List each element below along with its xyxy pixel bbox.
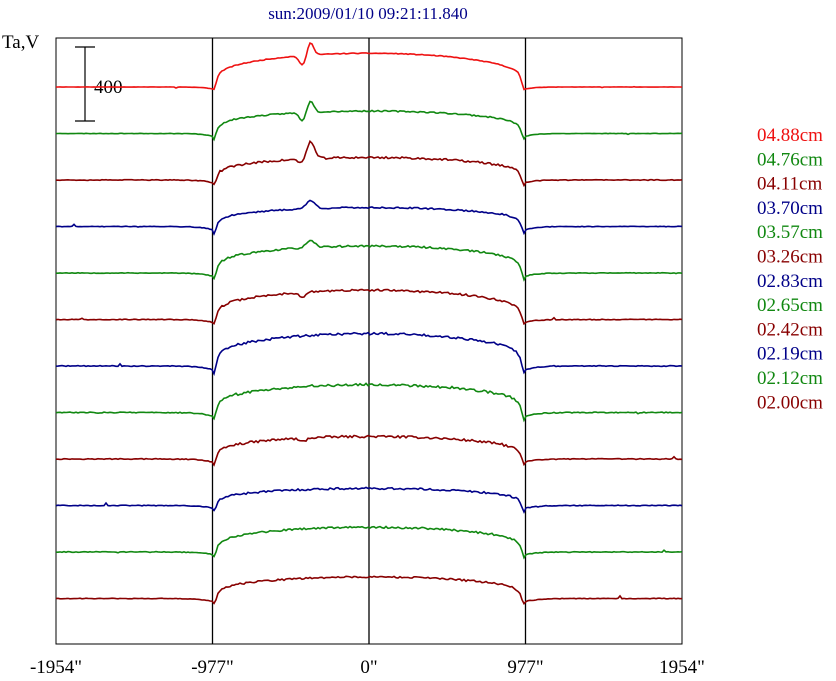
- series-line-02.12cm: [56, 525, 683, 560]
- legend-entry-02.19cm: 02.19cm: [757, 344, 823, 365]
- series-line-02.83cm: [55, 331, 683, 376]
- x-tick-label-4: 1954": [659, 657, 705, 678]
- series-line-04.88cm: [55, 42, 683, 91]
- legend-entry-02.12cm: 02.12cm: [757, 368, 823, 389]
- legend: 04.88cm 04.76cm 04.11cm 03.70cm 03.57cm 03.26…: [757, 125, 823, 413]
- series-line-02.42cm: [56, 434, 683, 467]
- legend-entry-03.26cm: 03.26cm: [757, 247, 823, 268]
- series-line-03.70cm: [55, 199, 683, 236]
- series-lines: [55, 42, 683, 605]
- series-line-02.19cm: [55, 486, 683, 514]
- series-line-04.11cm: [56, 139, 683, 188]
- legend-entry-04.11cm: 04.11cm: [757, 174, 822, 195]
- legend-entry-02.00cm: 02.00cm: [757, 392, 823, 413]
- legend-entry-03.70cm: 03.70cm: [757, 198, 823, 219]
- series-line-03.57cm: [56, 239, 683, 282]
- x-tick-label-0: -1954": [30, 657, 82, 678]
- y-axis-label: Ta,V: [2, 32, 39, 53]
- legend-entry-04.88cm: 04.88cm: [757, 125, 823, 146]
- legend-entry-02.42cm: 02.42cm: [757, 319, 823, 340]
- series-line-04.76cm: [55, 100, 683, 142]
- scale-bar: 400: [75, 46, 123, 122]
- legend-entry-02.83cm: 02.83cm: [757, 271, 823, 292]
- x-tick-label-3: 977": [507, 657, 543, 678]
- x-tick-label-2: 0": [360, 657, 377, 678]
- series-line-02.00cm: [55, 575, 683, 605]
- x-tick-label-1: -977": [191, 657, 234, 678]
- series-line-03.26cm: [55, 288, 683, 326]
- vertical-lines: [211, 38, 527, 644]
- legend-entry-04.76cm: 04.76cm: [757, 149, 823, 170]
- legend-entry-02.65cm: 02.65cm: [757, 295, 823, 316]
- chart-title: sun:2009/01/10 09:21:11.840: [268, 4, 468, 23]
- series-line-02.65cm: [55, 382, 683, 423]
- legend-entry-03.57cm: 03.57cm: [757, 222, 823, 243]
- x-tick-labels: -1954" -977" 0" 977" 1954": [30, 657, 705, 678]
